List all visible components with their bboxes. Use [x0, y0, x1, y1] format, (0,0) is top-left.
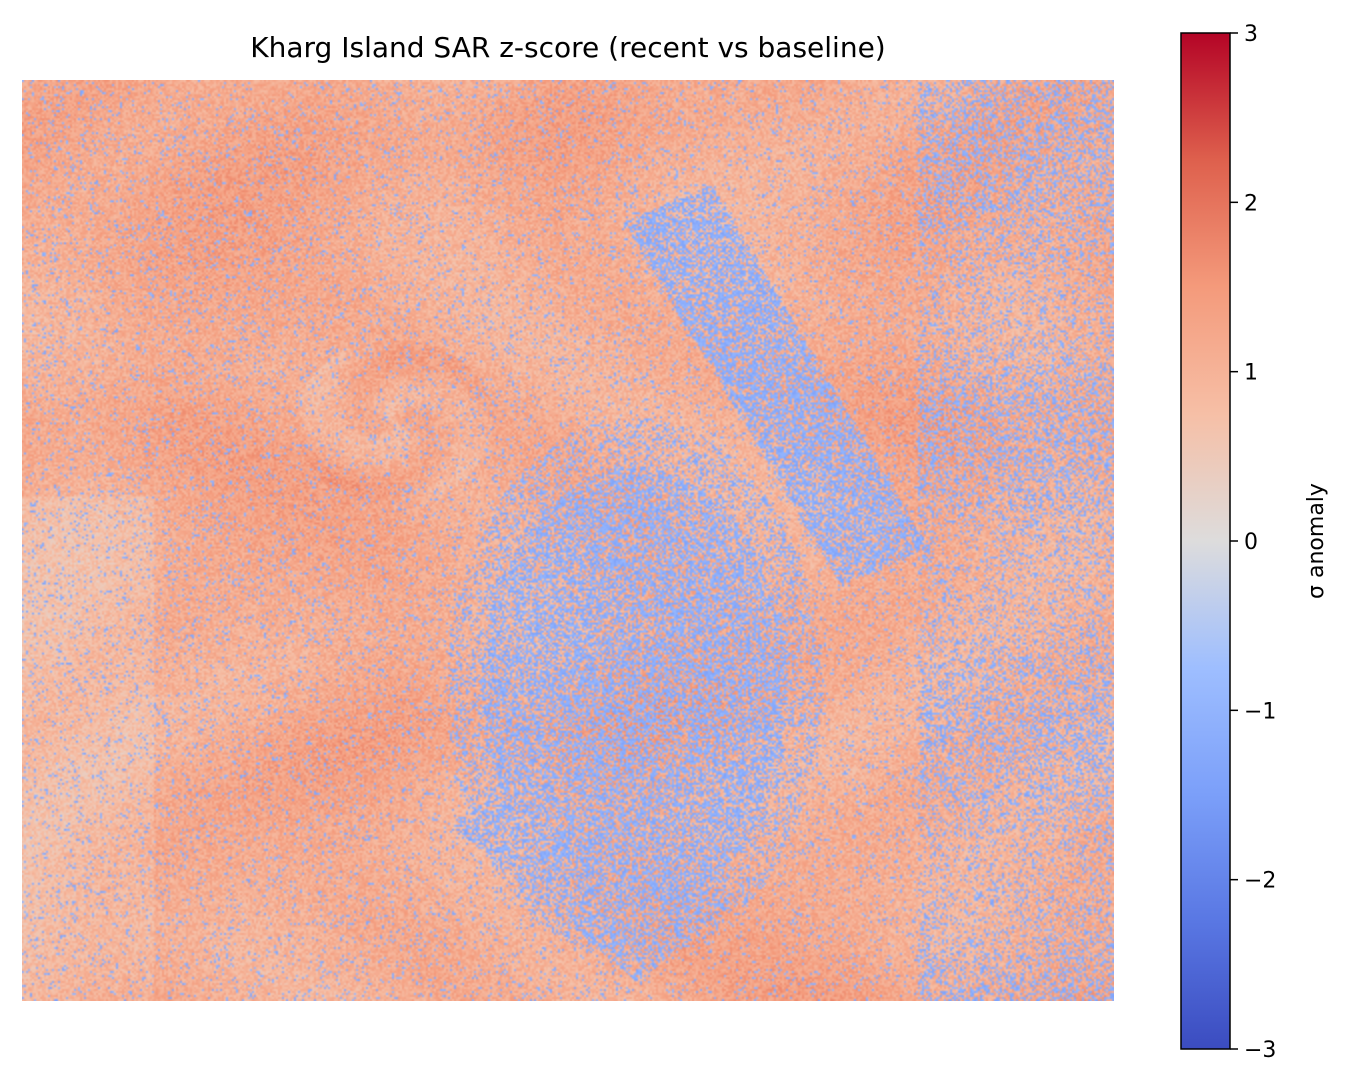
colorbar-tick-label: 3: [1244, 22, 1258, 47]
colorbar-tick-label: −1: [1244, 699, 1276, 724]
colorbar-gradient: [1180, 32, 1231, 1050]
sar-zscore-heatmap: [22, 80, 1114, 1001]
colorbar-tick-label: 2: [1244, 191, 1258, 216]
colorbar-ticks: 3 2 1 0 −1 −2 −3: [1230, 22, 1276, 1063]
chart-title: Kharg Island SAR z-score (recent vs base…: [250, 31, 886, 64]
colorbar-tick-label: 0: [1244, 530, 1258, 555]
colorbar-tick-label: −3: [1244, 1038, 1276, 1063]
colorbar-tick-label: 1: [1244, 361, 1258, 386]
colorbar-label: σ anomaly: [1304, 483, 1329, 599]
colorbar: 3 2 1 0 −1 −2 −3 σ anomaly: [1180, 22, 1329, 1063]
colorbar-tick-label: −2: [1244, 869, 1276, 894]
